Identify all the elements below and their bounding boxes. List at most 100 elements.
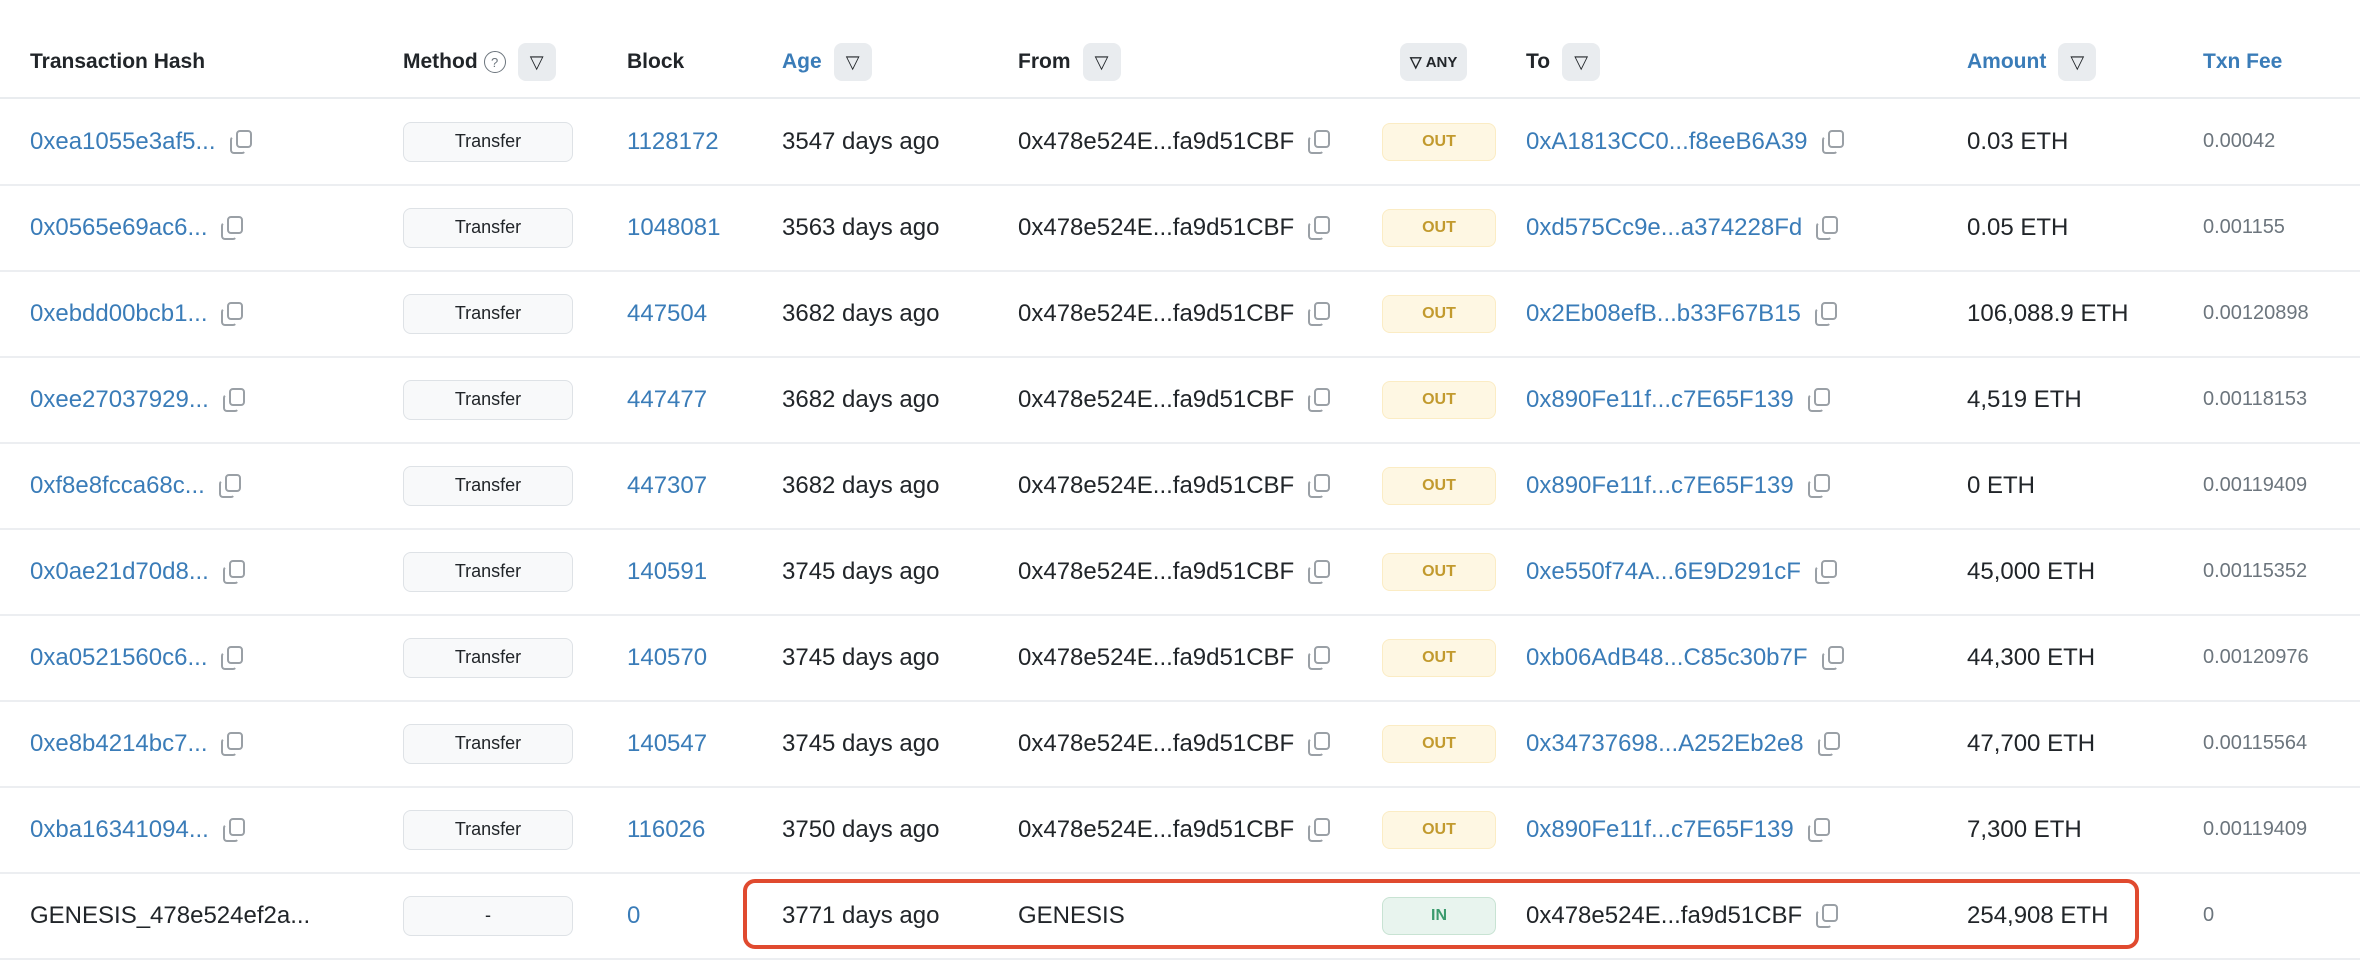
copy-icon[interactable] [1821, 129, 1844, 154]
column-header-block: Block [627, 50, 685, 73]
column-header-to: To ▽ [1526, 42, 1601, 82]
direction-badge: OUT [1382, 380, 1496, 419]
copy-icon[interactable] [1308, 387, 1331, 412]
block-link[interactable]: 140570 [627, 643, 708, 671]
column-header-age[interactable]: Age ▽ [782, 42, 872, 82]
from-address: 0x478e524E...fa9d51CBF [1018, 643, 1295, 671]
tx-hash[interactable]: 0xba16341094... [30, 815, 209, 843]
block-link[interactable]: 116026 [627, 815, 706, 843]
block-link[interactable]: 140591 [627, 557, 708, 585]
block-link[interactable]: 0 [627, 901, 641, 929]
to-address[interactable]: 0xd575Cc9e...a374228Fd [1526, 213, 1803, 241]
block-link[interactable]: 447307 [627, 471, 708, 499]
copy-icon[interactable] [1308, 817, 1331, 842]
copy-icon[interactable] [222, 387, 245, 412]
direction-badge: IN [1382, 896, 1496, 935]
direction-badge: OUT [1382, 810, 1496, 849]
direction-filter-button[interactable]: ▽ ANY [1400, 43, 1468, 81]
block-link[interactable]: 447504 [627, 299, 708, 327]
to-address[interactable]: 0x2Eb08efB...b33F67B15 [1526, 299, 1801, 327]
copy-icon[interactable] [1817, 731, 1840, 756]
table-row: 0xa0521560c6... Transfer 140570 3745 days a… [0, 615, 2360, 702]
txn-fee: 0.00115352 [2203, 560, 2308, 582]
copy-icon[interactable] [1807, 387, 1830, 412]
amount-filter-button[interactable]: ▽ [2058, 43, 2097, 81]
txn-fee: 0.00120976 [2203, 646, 2309, 668]
age: 3745 days ago [782, 643, 940, 671]
copy-icon[interactable] [218, 473, 241, 498]
tx-hash[interactable]: 0x0ae21d70d8... [30, 557, 209, 585]
column-header-direction: ▽ ANY [1400, 42, 1468, 82]
to-address[interactable]: 0x890Fe11f...c7E65F139 [1526, 815, 1794, 843]
tx-hash[interactable]: 0xa0521560c6... [30, 643, 208, 671]
tx-hash[interactable]: 0xebdd00bcb1... [30, 299, 208, 327]
copy-icon[interactable] [221, 215, 244, 240]
amount: 0 ETH [1967, 471, 2036, 499]
block-link[interactable]: 1048081 [627, 213, 721, 241]
copy-icon[interactable] [1821, 645, 1844, 670]
to-filter-button[interactable]: ▽ [1562, 43, 1601, 81]
filter-icon: ▽ [1574, 51, 1589, 72]
direction-badge: OUT [1382, 638, 1496, 677]
copy-icon[interactable] [1308, 301, 1331, 326]
block-link[interactable]: 140547 [627, 729, 708, 757]
tx-hash[interactable]: 0xf8e8fcca68c... [30, 471, 205, 499]
block-link[interactable]: 1128172 [627, 127, 719, 155]
to-address[interactable]: 0xe550f74A...6E9D291cF [1526, 557, 1801, 585]
copy-icon[interactable] [1807, 473, 1830, 498]
age-filter-button[interactable]: ▽ [833, 43, 872, 81]
block-link[interactable]: 447477 [627, 385, 708, 413]
copy-icon[interactable] [221, 731, 244, 756]
filter-icon: ▽ [529, 51, 544, 72]
tx-hash[interactable]: 0xea1055e3af5... [30, 127, 216, 155]
direction-badge: OUT [1382, 552, 1496, 591]
from-address: 0x478e524E...fa9d51CBF [1018, 729, 1295, 757]
table-row: GENESIS_478e524ef2a... - 0 3771 days ago GEN… [0, 873, 2360, 960]
copy-icon[interactable] [221, 645, 244, 670]
to-address[interactable]: 0x890Fe11f...c7E65F139 [1526, 385, 1794, 413]
to-address[interactable]: 0x890Fe11f...c7E65F139 [1526, 471, 1794, 499]
copy-icon[interactable] [1308, 473, 1331, 498]
direction-badge: OUT [1382, 122, 1496, 161]
copy-icon[interactable] [1816, 215, 1839, 240]
copy-icon[interactable] [1807, 817, 1830, 842]
column-header-fee[interactable]: Txn Fee [2203, 50, 2283, 73]
to-address[interactable]: 0xA1813CC0...f8eeB6A39 [1526, 127, 1808, 155]
age: 3682 days ago [782, 299, 940, 327]
method-badge: Transfer [403, 465, 573, 506]
column-header-amount[interactable]: Amount ▽ [1967, 42, 2097, 82]
tx-hash[interactable]: 0xe8b4214bc7... [30, 729, 208, 757]
copy-icon[interactable] [1814, 301, 1837, 326]
amount: 0.05 ETH [1967, 213, 2069, 241]
tx-hash[interactable]: 0xee27037929... [30, 385, 209, 413]
copy-icon[interactable] [1308, 559, 1331, 584]
table-row: 0xe8b4214bc7... Transfer 140547 3745 days a… [0, 701, 2360, 788]
copy-icon[interactable] [221, 301, 244, 326]
copy-icon[interactable] [1814, 559, 1837, 584]
amount: 7,300 ETH [1967, 815, 2082, 843]
copy-icon[interactable] [1308, 731, 1331, 756]
method-badge: - [403, 895, 573, 936]
copy-icon[interactable] [1308, 129, 1331, 154]
copy-icon[interactable] [222, 559, 245, 584]
filter-icon: ▽ [845, 51, 860, 72]
copy-icon[interactable] [229, 129, 252, 154]
help-icon[interactable]: ? [483, 51, 506, 73]
direction-badge: OUT [1382, 724, 1496, 763]
copy-icon[interactable] [1816, 903, 1839, 928]
amount: 254,908 ETH [1967, 901, 2109, 929]
tx-hash[interactable]: 0x0565e69ac6... [30, 213, 208, 241]
from-address: 0x478e524E...fa9d51CBF [1018, 213, 1295, 241]
table-row: 0x0565e69ac6... Transfer 1048081 3563 days … [0, 185, 2360, 272]
copy-icon[interactable] [1308, 215, 1331, 240]
method-badge: Transfer [403, 121, 573, 162]
from-filter-button[interactable]: ▽ [1082, 43, 1121, 81]
column-header-from: From ▽ [1018, 42, 1121, 82]
method-badge: Transfer [403, 551, 573, 592]
method-filter-button[interactable]: ▽ [517, 43, 556, 81]
copy-icon[interactable] [1308, 645, 1331, 670]
copy-icon[interactable] [222, 817, 245, 842]
age: 3771 days ago [782, 901, 940, 929]
to-address[interactable]: 0xb06AdB48...C85c30b7F [1526, 643, 1808, 671]
to-address[interactable]: 0x34737698...A252Eb2e8 [1526, 729, 1804, 757]
